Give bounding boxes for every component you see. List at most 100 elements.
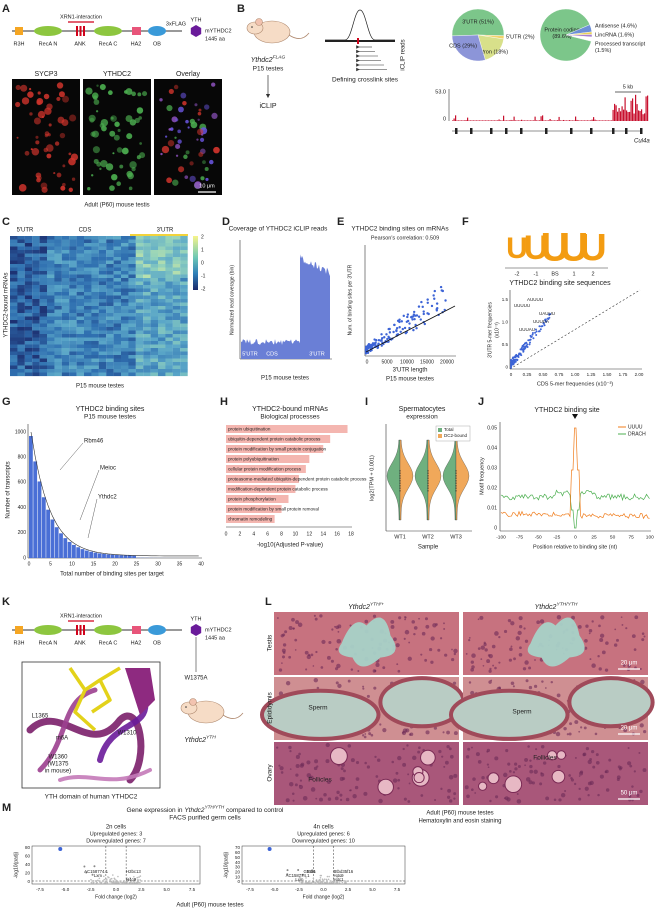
gene-point bbox=[111, 881, 113, 884]
label: 5'UTR bbox=[242, 351, 257, 357]
heatmap-cell bbox=[32, 316, 40, 321]
x-tick-label: WT1 bbox=[394, 534, 406, 540]
heatmap-cell bbox=[84, 316, 92, 321]
nucleus bbox=[484, 648, 488, 652]
cell-signal bbox=[175, 118, 179, 122]
heatmap-cell bbox=[39, 306, 48, 310]
heatmap-cell bbox=[128, 306, 136, 310]
heatmap-cell bbox=[172, 313, 181, 317]
heatmap-cell bbox=[84, 358, 92, 363]
heatmap-cell bbox=[121, 355, 129, 359]
coverage-bar bbox=[516, 120, 518, 121]
label: 5 kb bbox=[623, 84, 633, 90]
nucleus bbox=[407, 800, 411, 803]
domain-label: RecA N bbox=[39, 41, 58, 47]
heatmap-cell bbox=[180, 257, 188, 261]
label: 3'UTR bbox=[157, 228, 174, 234]
nucleus bbox=[504, 796, 509, 801]
y-tick-label: 1000 bbox=[15, 429, 26, 435]
heatmap-cell bbox=[165, 274, 173, 279]
heatmap-cell bbox=[98, 355, 107, 359]
heatmap-cell bbox=[61, 323, 70, 328]
coverage-bar bbox=[614, 103, 616, 121]
heatmap-cell bbox=[158, 316, 166, 321]
heatmap-cell bbox=[32, 355, 40, 359]
pie-slice bbox=[451, 8, 505, 37]
nucleus bbox=[453, 792, 457, 796]
cell-signal bbox=[166, 177, 172, 184]
coverage-bar bbox=[459, 120, 461, 121]
heatmap-cell bbox=[113, 281, 122, 286]
heatmap-cell bbox=[17, 257, 25, 261]
heatmap-cell bbox=[61, 306, 70, 310]
y-tick-label: 1.0 bbox=[502, 320, 509, 325]
nucleus bbox=[498, 686, 501, 690]
cell-signal bbox=[15, 101, 21, 108]
heatmap-cell bbox=[128, 316, 136, 321]
heatmap-cell bbox=[84, 264, 92, 268]
heatmap-cell bbox=[69, 365, 77, 370]
gene-point bbox=[115, 880, 117, 883]
heatmap-cell bbox=[47, 365, 55, 370]
heatmap-cell bbox=[98, 236, 107, 240]
heatmap-cell bbox=[76, 334, 85, 338]
heatmap-cell bbox=[24, 253, 33, 258]
histogram-bar bbox=[127, 555, 132, 558]
heatmap-cell bbox=[10, 239, 18, 244]
cell-signal bbox=[184, 175, 189, 179]
nucleus bbox=[406, 744, 409, 747]
cell-signal bbox=[185, 119, 189, 124]
heatmap-cell bbox=[172, 264, 181, 268]
heatmap-cell bbox=[98, 344, 107, 349]
heatmap-cell bbox=[180, 358, 188, 363]
heatmap-cell bbox=[158, 351, 166, 356]
nucleus bbox=[285, 680, 291, 686]
heatmap-cell bbox=[165, 292, 173, 296]
cell-signal bbox=[128, 186, 133, 191]
heatmap-cell bbox=[69, 257, 77, 261]
heatmap-cell bbox=[158, 323, 166, 328]
gene-point-sig bbox=[286, 869, 289, 872]
nucleus bbox=[335, 681, 339, 685]
scatter-point bbox=[377, 339, 381, 342]
coverage-bar bbox=[473, 120, 475, 121]
gene-point bbox=[98, 877, 101, 880]
nucleus bbox=[295, 754, 300, 760]
domain-ank bbox=[76, 625, 78, 635]
heatmap-cell bbox=[158, 369, 166, 373]
annotation: Sperm bbox=[308, 705, 327, 712]
heatmap-cell bbox=[91, 285, 99, 289]
heatmap-cell bbox=[76, 341, 85, 345]
gene-point bbox=[106, 881, 109, 884]
heatmap-cell bbox=[135, 306, 144, 310]
gene-label: Cul4a bbox=[634, 139, 650, 145]
logo-letter: U bbox=[579, 227, 606, 269]
heatmap-cell bbox=[10, 260, 18, 265]
heatmap-cell bbox=[39, 302, 48, 307]
scatter-point bbox=[432, 294, 435, 297]
heatmap-cell bbox=[10, 365, 18, 370]
nucleus bbox=[525, 777, 531, 782]
logo-letter: U bbox=[524, 229, 549, 267]
cell-signal bbox=[125, 88, 133, 95]
heatmap-cell bbox=[150, 236, 159, 240]
x-tick-label: 20 bbox=[112, 561, 118, 567]
coverage-bar bbox=[644, 113, 646, 121]
cell-signal bbox=[36, 177, 41, 183]
panel-title: Gene expression in Ythdc2YTH/YTH compare… bbox=[127, 805, 285, 814]
heatmap-cell bbox=[121, 327, 129, 331]
scatter-point bbox=[388, 327, 391, 331]
heatmap-cell bbox=[172, 243, 181, 247]
cell-signal bbox=[62, 95, 69, 103]
heatmap-cell bbox=[165, 239, 173, 244]
pointer bbox=[59, 442, 84, 471]
heatmap-cell bbox=[61, 260, 70, 265]
heatmap-cell bbox=[121, 323, 129, 328]
nucleus bbox=[574, 720, 579, 725]
nucleus bbox=[390, 619, 395, 624]
nucleus bbox=[397, 778, 401, 782]
coverage-bar bbox=[563, 119, 565, 121]
nucleus bbox=[297, 622, 303, 628]
gene-point bbox=[316, 881, 319, 883]
heatmap-cell bbox=[150, 351, 159, 356]
